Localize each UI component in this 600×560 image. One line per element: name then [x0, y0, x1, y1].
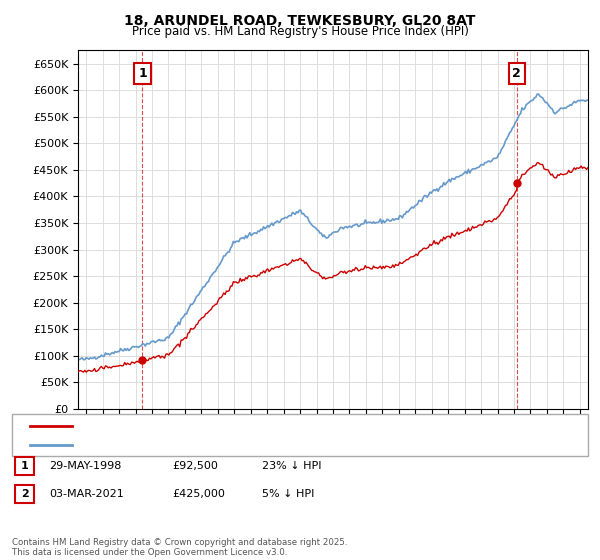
Text: £92,500: £92,500	[172, 461, 218, 471]
Text: 1: 1	[21, 461, 28, 471]
Text: 5% ↓ HPI: 5% ↓ HPI	[262, 489, 314, 499]
Text: Price paid vs. HM Land Registry's House Price Index (HPI): Price paid vs. HM Land Registry's House …	[131, 25, 469, 38]
Text: HPI: Average price, detached house, Tewkesbury: HPI: Average price, detached house, Tewk…	[81, 441, 335, 450]
Text: £425,000: £425,000	[172, 489, 225, 499]
Text: Contains HM Land Registry data © Crown copyright and database right 2025.
This d: Contains HM Land Registry data © Crown c…	[12, 538, 347, 557]
Text: 2: 2	[512, 67, 521, 80]
Text: 18, ARUNDEL ROAD, TEWKESBURY, GL20 8AT (detached house): 18, ARUNDEL ROAD, TEWKESBURY, GL20 8AT (…	[81, 421, 412, 431]
Text: 23% ↓ HPI: 23% ↓ HPI	[262, 461, 322, 471]
Text: 18, ARUNDEL ROAD, TEWKESBURY, GL20 8AT: 18, ARUNDEL ROAD, TEWKESBURY, GL20 8AT	[124, 14, 476, 28]
Text: 03-MAR-2021: 03-MAR-2021	[49, 489, 124, 499]
Text: 29-MAY-1998: 29-MAY-1998	[49, 461, 122, 471]
Text: 1: 1	[138, 67, 147, 80]
Text: 2: 2	[21, 489, 28, 499]
